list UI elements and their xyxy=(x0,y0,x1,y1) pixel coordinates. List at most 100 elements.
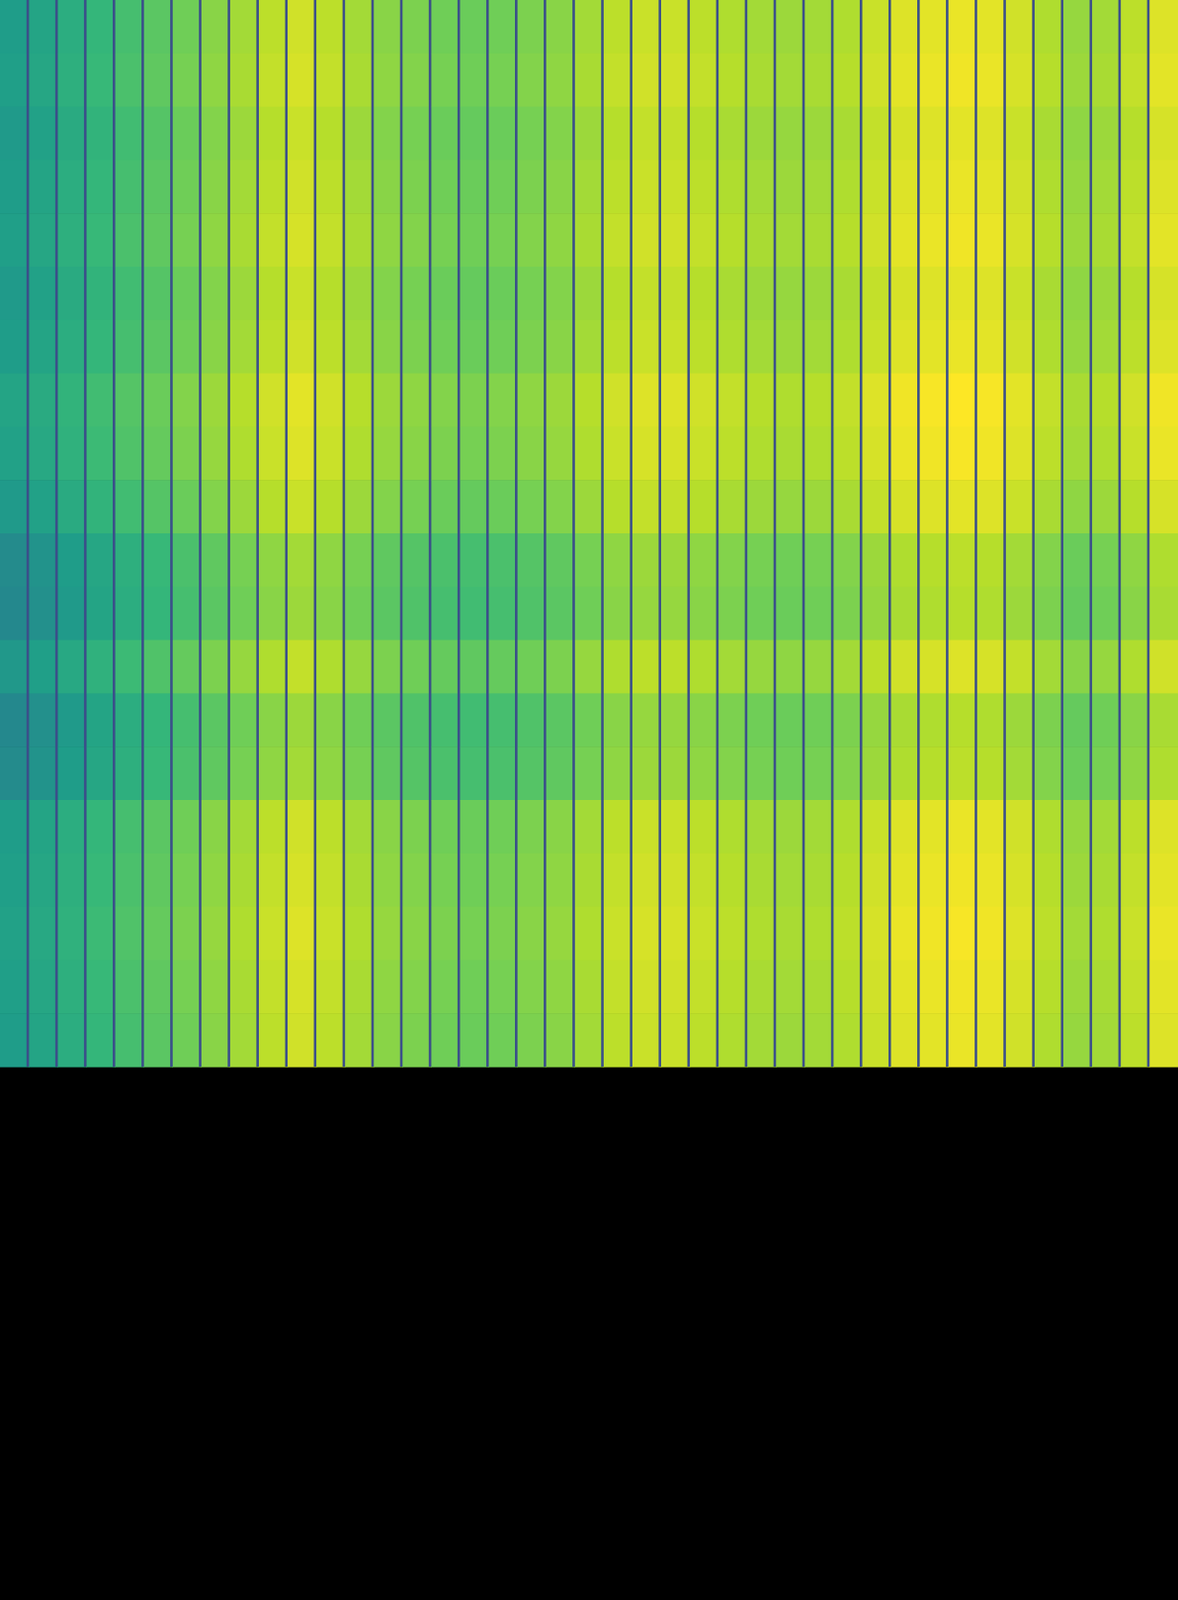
column-separator xyxy=(686,0,690,1067)
cell xyxy=(459,479,490,534)
cell xyxy=(316,586,346,641)
cell xyxy=(574,426,604,480)
cell xyxy=(833,799,863,854)
cell xyxy=(430,853,461,907)
cell xyxy=(1120,959,1151,1013)
cell xyxy=(890,1012,921,1067)
cell xyxy=(947,320,978,374)
cell xyxy=(402,159,432,214)
cell xyxy=(1006,799,1036,854)
cell xyxy=(574,479,604,534)
cell xyxy=(402,373,432,428)
cell xyxy=(28,1012,59,1067)
cell xyxy=(861,799,892,854)
cell xyxy=(689,533,720,587)
cell xyxy=(804,692,835,747)
cell xyxy=(574,853,604,907)
cell xyxy=(833,533,863,587)
cell xyxy=(171,159,202,214)
cell xyxy=(0,373,30,428)
cell xyxy=(775,1012,806,1067)
cell xyxy=(488,266,518,321)
cell xyxy=(85,533,116,587)
cell xyxy=(430,53,461,108)
cell xyxy=(459,746,490,800)
cell xyxy=(57,373,87,428)
cell xyxy=(947,959,978,1013)
cell xyxy=(775,640,806,694)
cell xyxy=(1034,692,1065,747)
cell xyxy=(947,586,978,641)
cell xyxy=(804,107,835,161)
cell xyxy=(747,373,777,428)
cell xyxy=(1092,959,1122,1013)
cell xyxy=(287,692,318,747)
cell xyxy=(574,320,604,374)
cell xyxy=(516,426,547,480)
cell xyxy=(201,853,232,907)
cell xyxy=(718,906,749,961)
cell xyxy=(85,1012,116,1067)
cell xyxy=(316,640,346,694)
cell xyxy=(574,692,604,747)
cell xyxy=(85,373,116,428)
cell xyxy=(85,640,116,694)
cell xyxy=(28,159,59,214)
cell xyxy=(1006,479,1036,534)
cell xyxy=(459,107,490,161)
cell xyxy=(171,320,202,374)
cell xyxy=(287,373,318,428)
cell xyxy=(402,746,432,800)
cell xyxy=(632,426,663,480)
cell xyxy=(747,799,777,854)
cell xyxy=(833,640,863,694)
cell xyxy=(947,1012,978,1067)
cell xyxy=(287,746,318,800)
cell xyxy=(833,692,863,747)
cell xyxy=(344,0,375,54)
cell xyxy=(430,0,461,54)
cell xyxy=(976,426,1007,480)
cell xyxy=(661,799,691,854)
cell xyxy=(516,1012,547,1067)
cell xyxy=(1120,906,1151,961)
cell xyxy=(804,426,835,480)
cell xyxy=(1034,373,1065,428)
cell xyxy=(114,640,145,694)
cell xyxy=(0,426,30,480)
cell xyxy=(976,746,1007,800)
cell xyxy=(861,0,892,54)
cell xyxy=(230,906,260,961)
cell xyxy=(1034,426,1065,480)
cell xyxy=(1092,746,1122,800)
cell xyxy=(373,959,404,1013)
cell xyxy=(1034,159,1065,214)
cell xyxy=(344,640,375,694)
cell xyxy=(861,213,892,267)
cell xyxy=(919,107,949,161)
cell xyxy=(516,159,547,214)
cell xyxy=(919,586,949,641)
cell xyxy=(488,0,518,54)
cell xyxy=(804,1012,835,1067)
cell xyxy=(230,533,260,587)
cell xyxy=(976,640,1007,694)
cell xyxy=(344,746,375,800)
cell xyxy=(459,853,490,907)
cell xyxy=(919,959,949,1013)
cell xyxy=(230,479,260,534)
cell xyxy=(804,640,835,694)
cell xyxy=(747,533,777,587)
cell xyxy=(574,640,604,694)
cell xyxy=(804,0,835,54)
cell xyxy=(1063,959,1093,1013)
cell xyxy=(545,640,576,694)
cell xyxy=(316,53,346,108)
cell xyxy=(689,107,720,161)
cell xyxy=(545,53,576,108)
cell xyxy=(833,426,863,480)
cell xyxy=(1120,640,1151,694)
cell xyxy=(488,853,518,907)
cell xyxy=(373,426,404,480)
cell xyxy=(0,533,30,587)
